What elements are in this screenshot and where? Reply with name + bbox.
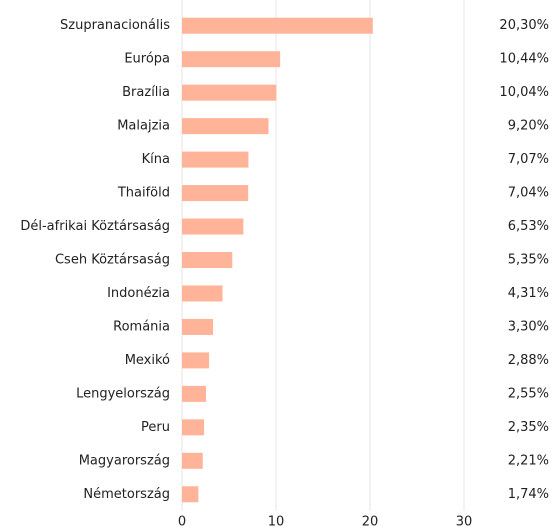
value-label: 6,53% — [508, 219, 549, 234]
value-label: 2,88% — [508, 353, 549, 368]
value-label: 5,35% — [508, 253, 549, 268]
bar — [182, 185, 249, 202]
value-label: 7,07% — [508, 152, 549, 167]
bar — [182, 51, 281, 68]
value-label: 2,21% — [508, 453, 549, 468]
value-label: 9,20% — [508, 119, 549, 134]
bar — [182, 252, 233, 268]
bar — [182, 285, 223, 302]
value-label: 10,04% — [499, 85, 549, 100]
y-tick-label: Malajzia — [117, 119, 170, 134]
bar — [182, 118, 269, 135]
y-tick-label: Európa — [124, 52, 170, 67]
value-label: 7,04% — [508, 186, 549, 201]
y-tick-label: Dél-afrikai Köztársaság — [20, 219, 170, 234]
y-tick-label: Indonézia — [107, 286, 170, 301]
value-label: 2,55% — [508, 386, 549, 401]
y-tick-label: Kína — [142, 152, 170, 167]
x-tick-label: 0 — [178, 515, 186, 528]
bar — [182, 419, 205, 436]
x-tick-label: 30 — [456, 515, 473, 528]
bar — [182, 218, 244, 235]
bar — [182, 385, 206, 402]
bar — [182, 452, 203, 469]
value-label: 3,30% — [508, 319, 549, 334]
y-tick-label: Lengyelország — [76, 386, 170, 401]
y-tick-label: Németország — [83, 487, 170, 502]
y-tick-label: Mexikó — [125, 353, 170, 368]
bar — [182, 84, 277, 101]
value-label: 1,74% — [508, 487, 549, 502]
value-label: 10,44% — [499, 52, 549, 67]
y-tick-label: Cseh Köztársaság — [55, 253, 170, 268]
y-tick-label: Románia — [113, 319, 170, 334]
y-tick-label: Magyarország — [79, 453, 170, 468]
y-tick-label: Szupranacionális — [60, 18, 170, 33]
value-label: 2,35% — [508, 420, 549, 435]
y-tick-label: Thaiföld — [117, 186, 170, 201]
bar — [182, 318, 214, 335]
y-tick-label: Brazília — [122, 85, 170, 100]
value-label: 4,31% — [508, 286, 549, 301]
bar — [182, 352, 210, 369]
x-tick-label: 20 — [362, 515, 379, 528]
y-tick-label: Peru — [141, 420, 170, 435]
bar — [182, 151, 249, 168]
x-tick-label: 10 — [268, 515, 285, 528]
value-label: 20,30% — [499, 18, 549, 33]
bar — [182, 486, 199, 503]
bar — [182, 17, 373, 34]
